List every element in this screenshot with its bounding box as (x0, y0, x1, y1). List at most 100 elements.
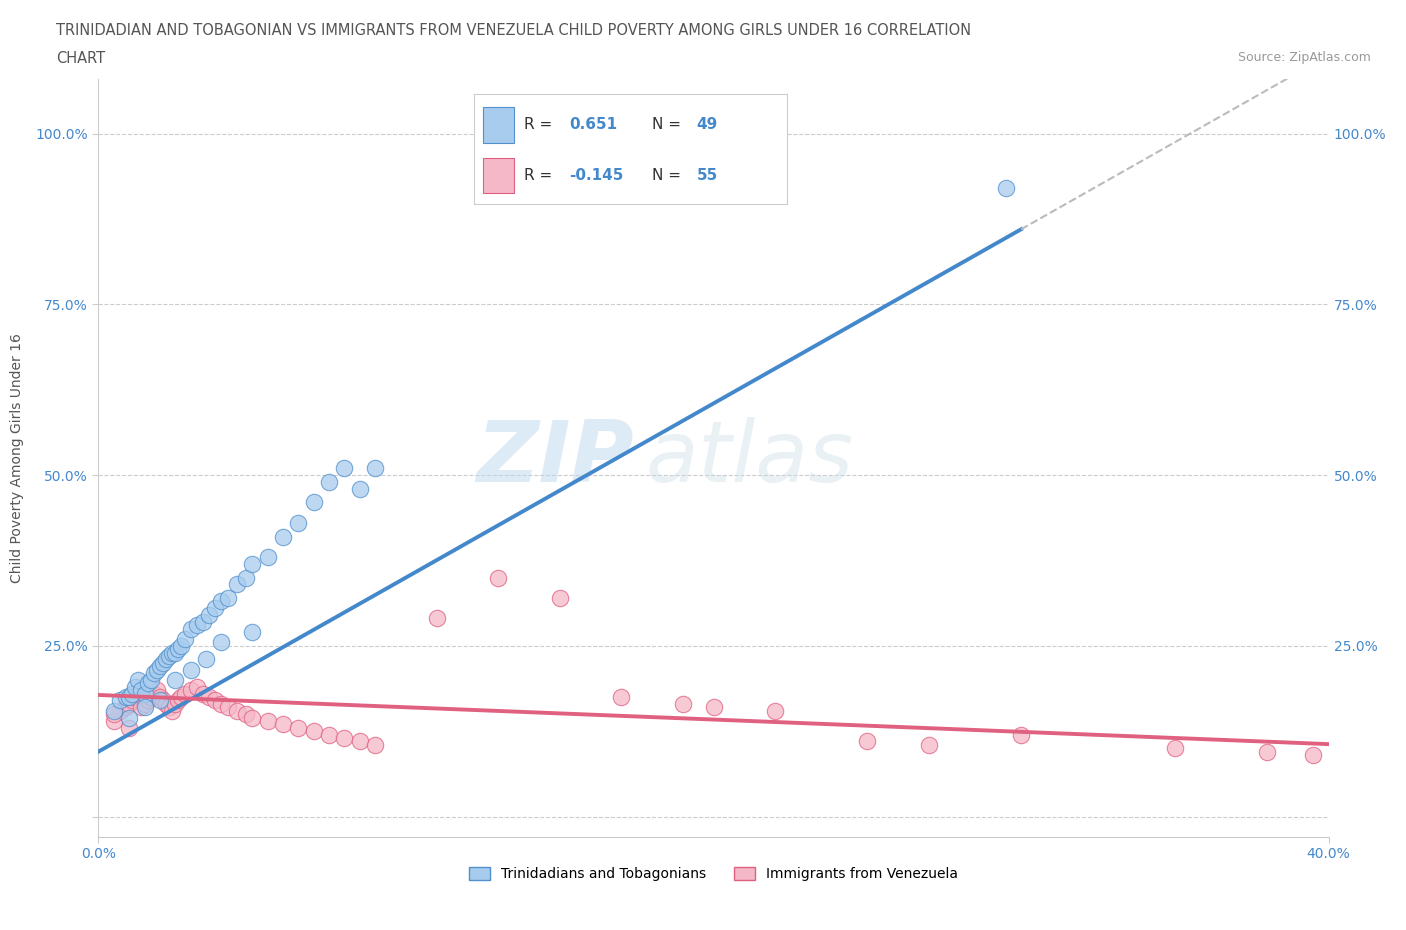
Point (256, 713, 278, 728)
Point (127, 672, 149, 687)
Point (180, 662, 202, 677)
Text: Source: ZipAtlas.com: Source: ZipAtlas.com (1237, 51, 1371, 64)
Point (225, 577, 247, 591)
Point (115, 699, 138, 714)
Point (152, 693, 174, 708)
Point (240, 711, 263, 725)
Point (103, 713, 125, 728)
Point (333, 461, 356, 476)
Point (302, 495, 325, 510)
Point (162, 703, 183, 718)
Point (211, 594, 233, 609)
Point (287, 721, 309, 736)
Point (165, 672, 187, 687)
Text: TRINIDADIAN AND TOBAGONIAN VS IMMIGRANTS FROM VENEZUELA CHILD POVERTY AMONG GIRL: TRINIDADIAN AND TOBAGONIAN VS IMMIGRANTS… (56, 23, 972, 38)
Point (287, 515, 309, 530)
Point (118, 711, 141, 725)
Point (115, 689, 138, 704)
Point (198, 607, 221, 622)
Point (672, 697, 695, 711)
Point (142, 686, 165, 701)
Point (103, 703, 125, 718)
Point (364, 737, 387, 752)
Point (240, 556, 263, 571)
Point (918, 737, 941, 752)
Point (256, 550, 278, 565)
Point (121, 686, 143, 701)
Point (191, 686, 214, 701)
Point (240, 625, 263, 640)
Point (170, 638, 193, 653)
Point (165, 645, 187, 660)
Point (134, 699, 156, 714)
Point (155, 652, 177, 667)
Point (548, 591, 571, 605)
Point (139, 672, 162, 687)
Point (364, 461, 387, 476)
Point (318, 727, 340, 742)
Point (118, 697, 141, 711)
Point (139, 689, 162, 704)
Point (149, 658, 172, 673)
Point (856, 734, 879, 749)
Point (108, 703, 131, 718)
Point (349, 734, 371, 749)
Point (225, 703, 247, 718)
Point (142, 666, 165, 681)
Point (103, 707, 125, 722)
Point (426, 611, 449, 626)
Point (167, 693, 190, 708)
Point (302, 724, 325, 738)
Point (149, 689, 172, 704)
Point (131, 699, 153, 714)
Point (204, 693, 226, 708)
Point (167, 642, 190, 657)
Text: atlas: atlas (645, 417, 853, 499)
Point (763, 703, 786, 718)
Point (108, 693, 131, 708)
Point (1256, 744, 1278, 759)
Point (994, 180, 1017, 195)
Point (118, 689, 141, 704)
Point (165, 697, 187, 711)
Point (271, 529, 294, 544)
Point (155, 697, 177, 711)
Point (149, 693, 172, 708)
Point (180, 621, 202, 636)
Point (235, 707, 257, 722)
Text: ZIP: ZIP (477, 417, 634, 499)
Point (235, 570, 257, 585)
Point (1164, 741, 1187, 756)
Point (271, 717, 294, 732)
Point (124, 689, 146, 704)
Point (191, 615, 214, 630)
Legend: Trinidadians and Tobagonians, Immigrants from Venezuela: Trinidadians and Tobagonians, Immigrants… (464, 862, 963, 887)
Point (170, 689, 193, 704)
Point (1302, 748, 1324, 763)
Point (118, 721, 141, 736)
Point (703, 699, 725, 714)
Point (333, 731, 356, 746)
Point (134, 686, 156, 701)
Point (186, 618, 208, 632)
Point (1010, 727, 1032, 742)
Y-axis label: Child Poverty Among Girls Under 16: Child Poverty Among Girls Under 16 (10, 333, 24, 583)
Point (195, 652, 218, 667)
Point (136, 693, 159, 708)
Point (136, 676, 159, 691)
Point (121, 693, 143, 708)
Point (318, 474, 340, 489)
Point (131, 683, 153, 698)
Point (211, 697, 233, 711)
Point (180, 683, 202, 698)
Point (211, 635, 233, 650)
Point (610, 689, 633, 704)
Point (157, 648, 180, 663)
Point (217, 699, 239, 714)
Point (162, 645, 183, 660)
Point (124, 679, 146, 694)
Point (217, 591, 239, 605)
Text: CHART: CHART (56, 51, 105, 66)
Point (127, 686, 149, 701)
Point (146, 662, 169, 677)
